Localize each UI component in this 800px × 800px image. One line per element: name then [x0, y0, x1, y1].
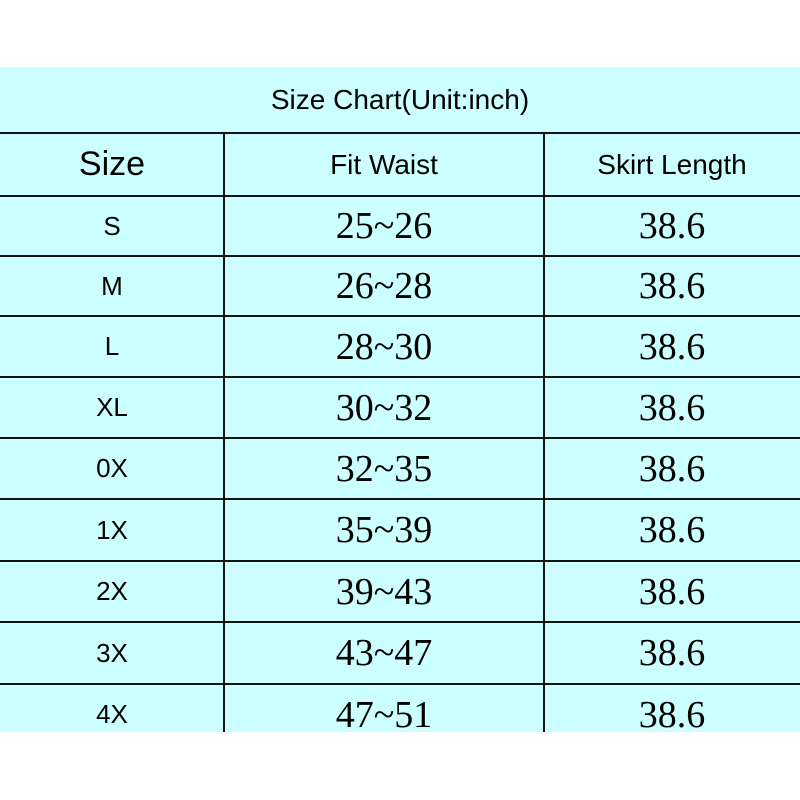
column-divider — [223, 133, 225, 732]
size-chart-table: Size Chart(Unit:inch) Size Fit Waist Skirt… — [0, 67, 800, 736]
cell-length: 38.6 — [638, 509, 706, 551]
cell-size: 3X — [96, 637, 128, 668]
cell-length: 38.6 — [638, 693, 706, 736]
column-header: Size — [78, 145, 146, 183]
row-divider — [0, 683, 800, 685]
cell-length: 38.6 — [638, 205, 706, 247]
row-divider — [0, 621, 800, 623]
cell-length: 38.6 — [638, 265, 706, 307]
row-divider — [0, 132, 800, 134]
cell-size: S — [103, 210, 121, 241]
column-divider — [543, 133, 545, 732]
cell-length: 38.6 — [638, 447, 706, 490]
cell-size: 1X — [96, 514, 128, 545]
cell-waist: 43~47 — [335, 632, 433, 674]
cell-size: 2X — [96, 576, 128, 606]
cell-waist: 35~39 — [335, 509, 433, 551]
cell-waist: 28~30 — [335, 325, 433, 368]
cell-waist: 32~35 — [335, 447, 433, 490]
column-header: Skirt Length — [597, 148, 747, 180]
cell-length: 38.6 — [638, 386, 706, 429]
cell-length: 38.6 — [638, 632, 706, 674]
row-divider — [0, 195, 800, 197]
cell-waist: 47~51 — [335, 693, 433, 736]
column-header: Fit Waist — [330, 148, 438, 180]
table-title: Size Chart(Unit:inch) — [270, 84, 530, 115]
cell-size: M — [101, 270, 123, 301]
cell-waist: 39~43 — [335, 570, 433, 613]
cell-length: 38.6 — [638, 325, 706, 368]
cell-waist: 25~26 — [335, 205, 433, 247]
row-divider — [0, 255, 800, 257]
row-divider — [0, 437, 800, 439]
cell-length: 38.6 — [638, 570, 706, 613]
cell-size: L — [104, 331, 120, 361]
row-divider — [0, 315, 800, 317]
cell-waist: 26~28 — [335, 265, 433, 307]
row-divider — [0, 560, 800, 562]
row-divider — [0, 498, 800, 500]
cell-size: XL — [96, 392, 128, 422]
row-divider — [0, 376, 800, 378]
cell-size: 4X — [96, 699, 128, 729]
cell-waist: 30~32 — [335, 386, 433, 429]
cell-size: 0X — [96, 453, 128, 483]
